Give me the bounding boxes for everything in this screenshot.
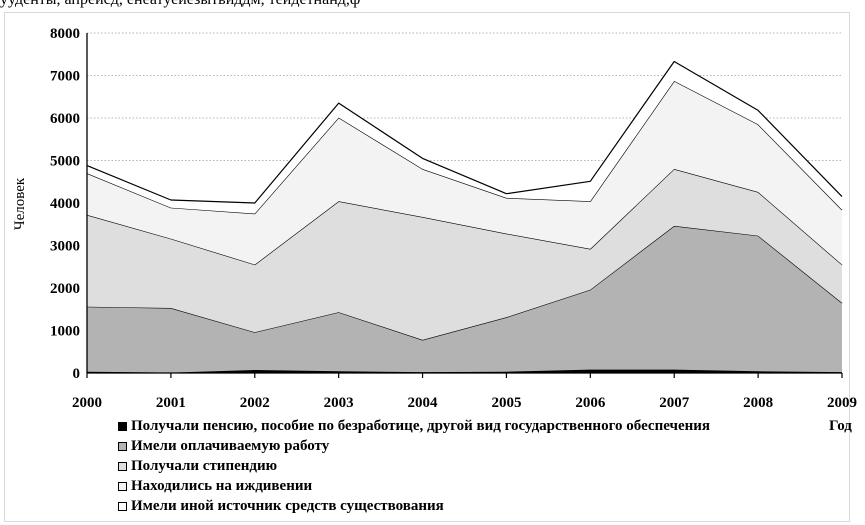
- legend-swatch: [118, 461, 127, 471]
- area-series-5: [87, 61, 842, 214]
- x-tick-label: 2006: [575, 395, 606, 411]
- legend-item: Получали пенсию, пособие по безработице,…: [118, 416, 710, 436]
- legend-label: Находились на иждивении: [131, 477, 313, 494]
- legend-swatch: [118, 421, 127, 431]
- stacked-areas: [86, 60, 843, 374]
- y-axis-title: Человек: [12, 177, 28, 230]
- area-series-4: [87, 81, 842, 265]
- legend-label: Получали стипендию: [131, 457, 278, 474]
- y-tick-label: 4000: [50, 196, 80, 212]
- legend-label: Получали пенсию, пособие по безработице,…: [131, 417, 711, 434]
- legend-swatch: [118, 501, 127, 511]
- legend-swatch: [118, 441, 127, 451]
- y-tick-label: 3000: [50, 239, 80, 255]
- x-tick-label: 2008: [743, 395, 773, 411]
- y-tick-label: 1000: [50, 324, 80, 340]
- x-tick-label: 2003: [324, 395, 354, 411]
- x-tick-label: 2005: [491, 395, 521, 411]
- area-series-2: [87, 225, 842, 373]
- legend-item: Имели оплачиваемую работу: [118, 436, 710, 456]
- y-tick-label: 2000: [50, 281, 80, 297]
- chart-frame: [4, 12, 850, 522]
- area-series-3: [87, 169, 842, 340]
- area-series-5-outline: [86, 60, 843, 204]
- y-tick-label: 8000: [50, 26, 80, 42]
- legend-item: Находились на иждивении: [118, 476, 710, 496]
- x-tick-label: 2009: [827, 395, 857, 411]
- legend-item: Имели иной источник средств существовани…: [118, 496, 710, 516]
- legend-label: Имели иной источник средств существовани…: [131, 497, 444, 514]
- axes: [86, 33, 843, 378]
- x-tick-label: 2004: [408, 395, 439, 411]
- x-tick-label: 2002: [240, 395, 270, 411]
- legend: Получали пенсию, пособие по безработице,…: [118, 416, 710, 516]
- legend-label: Имели оплачиваемую работу: [131, 437, 330, 454]
- x-tick-label: 2000: [72, 395, 102, 411]
- x-axis-title: Год: [829, 418, 852, 434]
- top-caption: ууденты, апреисд, енеатуеиезытвиддм, теи…: [0, 0, 360, 9]
- x-tick-label: 2007: [659, 395, 690, 411]
- y-tick-label: 6000: [50, 111, 80, 127]
- tick-labels: 0 1000 2000 3000 4000 5000 6000 7000 8000 2000 200…: [50, 26, 857, 411]
- y-tick-label: 5000: [50, 154, 80, 170]
- legend-swatch: [118, 481, 127, 491]
- y-tick-label: 7000: [50, 69, 80, 85]
- y-tick-label: 0: [73, 366, 81, 382]
- legend-item: Получали стипендию: [118, 456, 710, 476]
- x-tick-label: 2001: [156, 395, 186, 411]
